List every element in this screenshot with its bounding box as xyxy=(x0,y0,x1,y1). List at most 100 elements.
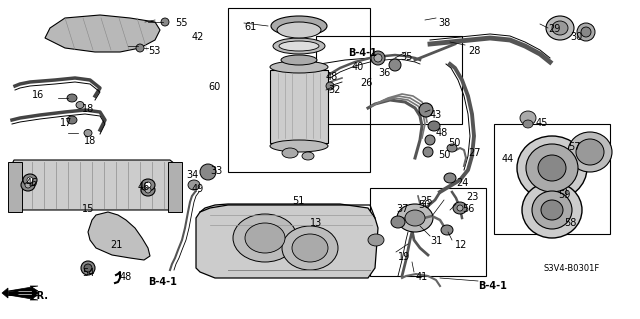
Bar xyxy=(228,8,370,172)
Ellipse shape xyxy=(577,23,595,41)
Text: 50: 50 xyxy=(418,200,430,210)
Text: 34: 34 xyxy=(186,170,198,180)
Ellipse shape xyxy=(581,27,591,37)
Text: S3V4-B0301F: S3V4-B0301F xyxy=(544,264,600,273)
Ellipse shape xyxy=(302,152,314,160)
Bar xyxy=(370,188,486,276)
Ellipse shape xyxy=(23,174,37,186)
Text: 55: 55 xyxy=(175,18,188,28)
Ellipse shape xyxy=(457,205,463,211)
Ellipse shape xyxy=(188,180,200,190)
Text: B-4-1: B-4-1 xyxy=(478,281,507,291)
Text: 16: 16 xyxy=(32,90,44,100)
Text: 13: 13 xyxy=(310,218,323,228)
Text: 15: 15 xyxy=(82,204,94,214)
Text: 50: 50 xyxy=(438,150,451,160)
Text: 33: 33 xyxy=(210,166,222,176)
Ellipse shape xyxy=(27,177,33,183)
Text: 57: 57 xyxy=(568,142,580,152)
Text: 12: 12 xyxy=(455,240,467,250)
Text: 32: 32 xyxy=(328,85,340,95)
Text: 37: 37 xyxy=(396,204,408,214)
Polygon shape xyxy=(196,204,378,278)
Text: 46: 46 xyxy=(138,182,150,192)
Ellipse shape xyxy=(546,16,574,40)
Ellipse shape xyxy=(538,155,566,181)
Text: 56: 56 xyxy=(462,204,474,214)
Ellipse shape xyxy=(453,202,467,214)
Bar xyxy=(316,36,462,124)
Ellipse shape xyxy=(517,136,587,200)
Ellipse shape xyxy=(76,101,84,108)
Ellipse shape xyxy=(541,200,563,220)
Text: 27: 27 xyxy=(468,148,481,158)
Ellipse shape xyxy=(292,234,328,262)
Text: 26: 26 xyxy=(360,78,372,88)
Ellipse shape xyxy=(141,184,155,196)
Text: 48: 48 xyxy=(436,128,448,138)
Text: 35: 35 xyxy=(400,52,412,62)
Polygon shape xyxy=(12,160,175,210)
Polygon shape xyxy=(8,291,14,295)
Ellipse shape xyxy=(428,121,440,131)
Ellipse shape xyxy=(552,21,568,35)
Ellipse shape xyxy=(25,182,31,188)
Ellipse shape xyxy=(271,16,327,36)
Ellipse shape xyxy=(520,111,536,125)
Text: 21: 21 xyxy=(110,240,122,250)
Ellipse shape xyxy=(419,103,433,117)
Text: 18: 18 xyxy=(82,104,94,114)
Text: 25: 25 xyxy=(420,196,433,206)
Ellipse shape xyxy=(281,55,317,65)
Ellipse shape xyxy=(389,59,401,71)
Polygon shape xyxy=(45,15,160,52)
Text: 54: 54 xyxy=(82,268,94,278)
Ellipse shape xyxy=(368,234,384,246)
Ellipse shape xyxy=(245,223,285,253)
Text: 44: 44 xyxy=(502,154,515,164)
Polygon shape xyxy=(8,295,38,300)
Ellipse shape xyxy=(576,139,604,165)
Text: 61: 61 xyxy=(244,22,256,32)
Ellipse shape xyxy=(405,210,425,226)
Ellipse shape xyxy=(81,261,95,275)
Ellipse shape xyxy=(67,116,77,124)
Text: 60: 60 xyxy=(208,82,220,92)
Ellipse shape xyxy=(523,120,533,128)
Ellipse shape xyxy=(21,179,35,191)
Ellipse shape xyxy=(397,204,433,232)
Text: 30: 30 xyxy=(570,32,582,42)
Text: FR.: FR. xyxy=(30,291,48,301)
Text: 43: 43 xyxy=(430,110,442,120)
Text: 24: 24 xyxy=(456,178,468,188)
Ellipse shape xyxy=(145,182,151,188)
Ellipse shape xyxy=(444,173,456,183)
Polygon shape xyxy=(168,162,182,212)
Ellipse shape xyxy=(84,130,92,137)
Text: B-4-1: B-4-1 xyxy=(148,277,177,287)
Ellipse shape xyxy=(67,94,77,102)
Text: 45: 45 xyxy=(536,118,548,128)
Text: 58: 58 xyxy=(564,218,577,228)
Ellipse shape xyxy=(270,140,328,152)
Text: B-4-1: B-4-1 xyxy=(348,48,377,58)
Polygon shape xyxy=(8,286,38,291)
Ellipse shape xyxy=(200,164,216,180)
Text: 46: 46 xyxy=(26,178,38,188)
Ellipse shape xyxy=(84,264,92,272)
Text: 28: 28 xyxy=(468,46,481,56)
Text: 40: 40 xyxy=(352,62,364,72)
Text: 50: 50 xyxy=(448,138,460,148)
Ellipse shape xyxy=(526,144,578,192)
Ellipse shape xyxy=(270,61,328,73)
Text: 18: 18 xyxy=(84,136,96,146)
Text: 59: 59 xyxy=(558,190,570,200)
Ellipse shape xyxy=(161,18,169,26)
Ellipse shape xyxy=(568,132,612,172)
Text: 31: 31 xyxy=(430,236,442,246)
Ellipse shape xyxy=(447,144,457,152)
Ellipse shape xyxy=(277,22,321,38)
Ellipse shape xyxy=(273,38,325,54)
Ellipse shape xyxy=(549,184,567,200)
Polygon shape xyxy=(270,70,328,143)
